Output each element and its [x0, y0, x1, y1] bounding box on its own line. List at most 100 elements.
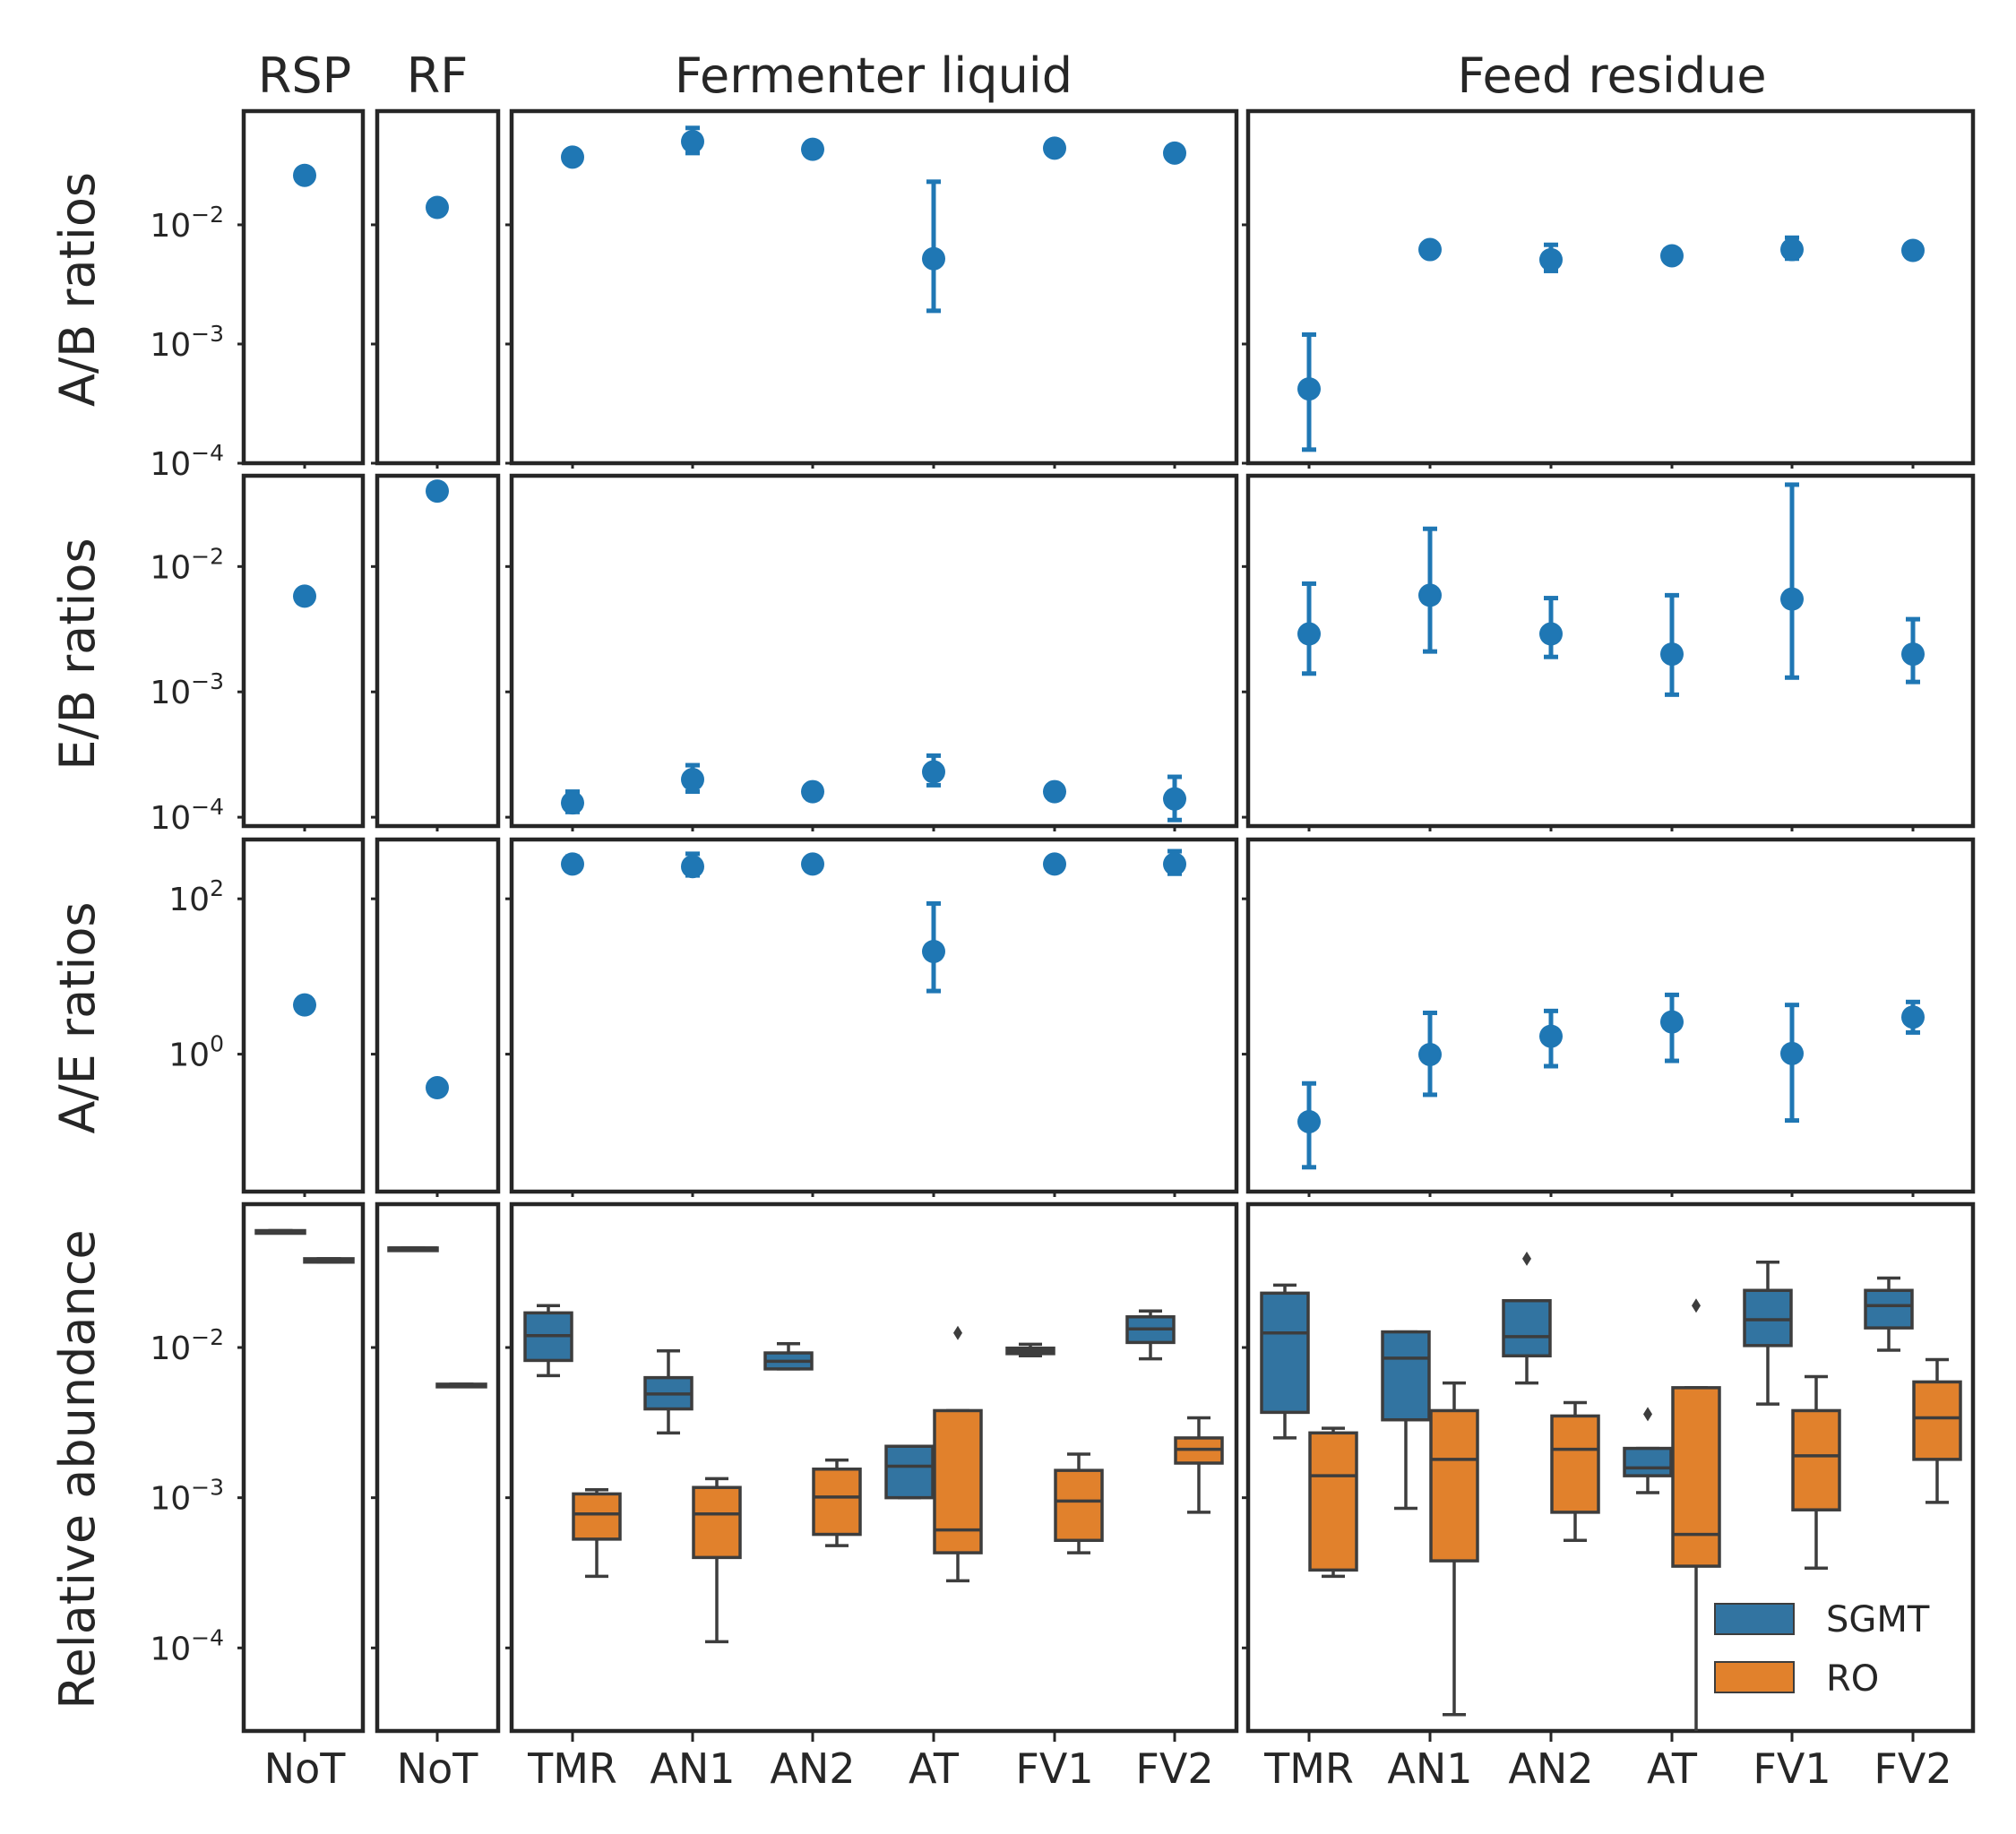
- panel-frame: [375, 837, 501, 1194]
- row-label-relative-abundance: Relative abundance: [49, 1229, 106, 1709]
- data-point-tmr: [561, 791, 584, 815]
- panel-frame: [375, 473, 501, 829]
- data-point-an2: [1539, 1024, 1563, 1048]
- y-tick-label: 10−2: [150, 202, 224, 245]
- row-label-ae-ratios: A/E ratios: [49, 901, 106, 1133]
- data-point-tmr: [561, 852, 584, 876]
- box-ro-fv1: [1054, 1468, 1104, 1543]
- data-point-at: [1660, 244, 1684, 268]
- outlier-sgmt-an2: [1522, 1251, 1531, 1266]
- data-point-not: [293, 584, 316, 608]
- panel-frame: [241, 473, 366, 829]
- panel-frame: [1245, 108, 1976, 466]
- box-sgmt-at: [1623, 1446, 1673, 1477]
- x-tick-label-fv2: FV2: [1135, 1744, 1213, 1793]
- legend-label-ro: RO: [1826, 1658, 1879, 1700]
- box-ro-fv1: [1791, 1408, 1841, 1511]
- panel-frame: [509, 1201, 1239, 1734]
- legend-label-sgmt: SGMT: [1826, 1599, 1930, 1640]
- data-point-at: [922, 939, 945, 963]
- data-point-fv2: [1163, 141, 1186, 165]
- x-tick-label-fv2: FV2: [1874, 1744, 1951, 1793]
- data-point-not: [426, 479, 449, 504]
- panel-frame: [241, 1201, 366, 1734]
- data-point-not: [426, 195, 449, 220]
- legend-swatch-sgmt: [1714, 1603, 1795, 1635]
- y-tick-label: 10−3: [150, 321, 224, 364]
- box-ro-an1: [1429, 1408, 1479, 1563]
- data-point-fv1: [1780, 587, 1804, 611]
- panel-frame: [375, 1201, 501, 1734]
- data-point-fv1: [1043, 779, 1066, 804]
- box-sgmt-at: [884, 1444, 935, 1500]
- box-ro-tmr: [1308, 1431, 1358, 1572]
- panel-frame: [375, 108, 501, 466]
- x-tick-label-an1: AN1: [1387, 1744, 1472, 1793]
- panel-frame: [1245, 837, 1976, 1194]
- box-sgmt-fv2: [1864, 1288, 1914, 1330]
- data-point-fv1: [1043, 852, 1066, 876]
- column-title-fermenter-liquid: Fermenter liquid: [675, 47, 1073, 104]
- x-tick-label-tmr: TMR: [1263, 1744, 1354, 1793]
- x-tick-label-fv1: FV1: [1753, 1744, 1831, 1793]
- box-sgmt-an1: [1381, 1330, 1431, 1422]
- box-sgmt-tmr: [1260, 1291, 1310, 1415]
- data-point-at: [1660, 642, 1684, 667]
- y-tick-label: 102: [168, 875, 224, 918]
- x-tick-label-at: AT: [909, 1744, 960, 1793]
- box-ro-fv2: [1912, 1380, 1962, 1461]
- panel-frame: [509, 837, 1239, 1194]
- y-tick-label: 10−4: [150, 794, 224, 837]
- chart-marks: [254, 125, 1962, 1731]
- box-ro-an2: [1550, 1414, 1600, 1514]
- data-point-not: [293, 163, 316, 187]
- y-tick-label: 10−3: [150, 668, 224, 711]
- data-point-an1: [1418, 1042, 1442, 1066]
- outlier-sgmt-at: [1643, 1407, 1652, 1422]
- axis-labels: 10−2 10−3 10−4 10−2 10−3 10−4 102 100 10−2 10−3 10…: [150, 202, 1951, 1793]
- x-tick-label-fv1: FV1: [1015, 1744, 1093, 1793]
- column-title-feed-residue: Feed residue: [1457, 47, 1766, 104]
- box-ro-an1: [692, 1485, 742, 1560]
- panel-frame: [509, 108, 1239, 466]
- data-point-fv2: [1163, 852, 1186, 876]
- panel-frames: [237, 108, 1976, 1742]
- panel-frame: [1245, 1201, 1976, 1734]
- data-point-fv2: [1163, 787, 1186, 811]
- data-point-fv1: [1043, 136, 1066, 160]
- data-point-an2: [1539, 622, 1563, 646]
- data-point-an2: [801, 137, 824, 161]
- y-tick-label: 10−2: [150, 543, 224, 586]
- x-tick-label-an2: AN2: [1508, 1744, 1593, 1793]
- data-point-an2: [801, 852, 824, 876]
- data-point-fv2: [1901, 642, 1925, 667]
- column-title-rf: RF: [407, 47, 469, 104]
- data-point-fv2: [1901, 1005, 1925, 1029]
- panel-frame: [509, 473, 1239, 829]
- data-point-at: [922, 246, 945, 271]
- y-tick-label: 100: [168, 1031, 224, 1074]
- data-point-tmr: [561, 145, 584, 169]
- data-point-not: [426, 1076, 449, 1100]
- data-point-at: [922, 760, 945, 784]
- x-tick-label-an1: AN1: [650, 1744, 735, 1793]
- data-point-at: [1660, 1010, 1684, 1034]
- data-point-fv1: [1780, 1041, 1804, 1065]
- outlier-ro-at: [1692, 1298, 1701, 1313]
- data-point-tmr: [1297, 1109, 1321, 1133]
- y-tick-label: 10−3: [150, 1475, 224, 1518]
- outlier-ro-at: [953, 1325, 962, 1340]
- data-point-an1: [1418, 237, 1442, 262]
- x-tick-label-not: NoT: [397, 1744, 479, 1793]
- data-point-an1: [681, 855, 704, 879]
- panel-frame: [1245, 473, 1976, 829]
- y-tick-label: 10−2: [150, 1324, 224, 1367]
- column-title-rsp: RSP: [258, 47, 351, 104]
- x-tick-label-not: NoT: [264, 1744, 347, 1793]
- x-tick-label-at: AT: [1647, 1744, 1698, 1793]
- box-sgmt-an2: [1502, 1298, 1552, 1358]
- data-point-tmr: [1297, 377, 1321, 401]
- data-point-an2: [1539, 247, 1563, 271]
- data-point-fv2: [1901, 238, 1925, 263]
